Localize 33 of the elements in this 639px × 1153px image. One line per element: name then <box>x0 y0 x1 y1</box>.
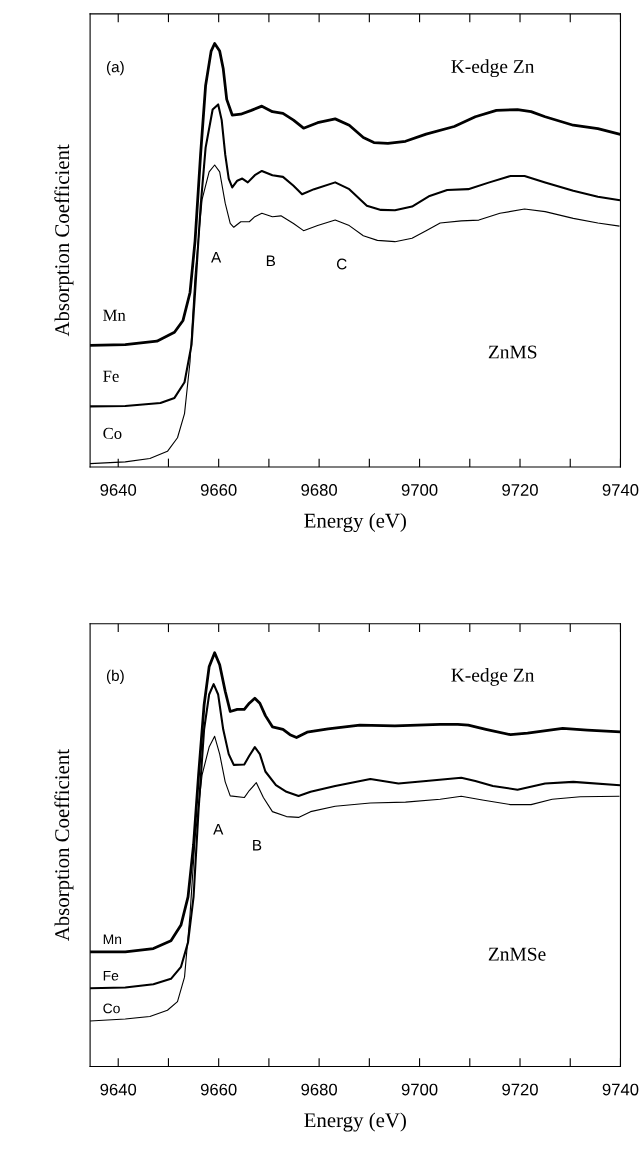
x-tick-label: 9740 <box>602 484 639 496</box>
series-label: Mn <box>103 309 126 321</box>
annotation: K-edge Zn <box>451 59 535 78</box>
series-label: Co <box>103 1003 120 1014</box>
series-label: Mn <box>103 934 122 945</box>
annotation: A <box>211 251 222 263</box>
x-tick-label: 9660 <box>200 484 237 496</box>
x-tick-label: 9640 <box>100 1083 137 1096</box>
x-tick-label: 9680 <box>301 484 338 496</box>
annotation: B <box>253 839 262 851</box>
x-tick-label: 9660 <box>200 1083 237 1096</box>
annotation: ZnMSe <box>488 947 546 961</box>
x-axis-title: Energy (eV) <box>304 513 406 533</box>
x-tick-label: 9720 <box>502 484 538 496</box>
annotation: C <box>336 258 347 270</box>
series-label: Co <box>103 427 122 440</box>
x-axis-title: Energy (eV) <box>304 1112 406 1132</box>
x-tick-label: 9700 <box>401 1083 438 1096</box>
x-tick-label: 9680 <box>301 1083 338 1096</box>
annotation: K-edge Zn <box>451 668 535 686</box>
x-tick-label: 9720 <box>502 1083 538 1096</box>
y-axis-title: Absorption Coefficient <box>54 144 74 337</box>
annotation: B <box>266 255 276 267</box>
annotation: (b) <box>106 669 124 685</box>
y-axis-title: Absorption Coefficient <box>54 749 74 942</box>
series-label: Fe <box>103 970 119 981</box>
annotation: A <box>213 823 224 835</box>
x-tick-label: 9740 <box>602 1083 639 1096</box>
annotation: ZnMS <box>488 345 537 359</box>
series-label: Fe <box>103 370 119 382</box>
x-tick-label: 9700 <box>401 484 438 496</box>
annotation: (a) <box>106 61 124 76</box>
x-tick-label: 9640 <box>100 484 137 496</box>
